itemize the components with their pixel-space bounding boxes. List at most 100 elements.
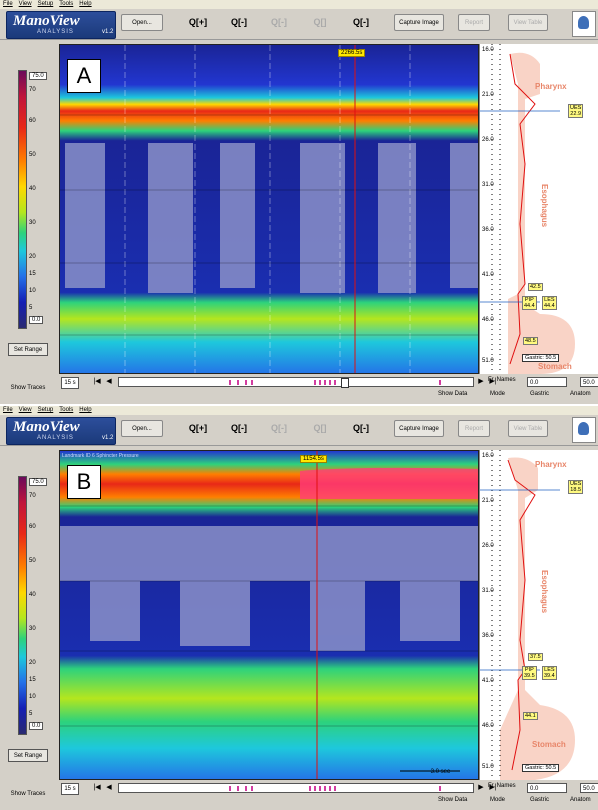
field-b[interactable]: 50.0 <box>580 783 598 793</box>
field-b[interactable]: 50.0 <box>580 377 598 387</box>
set-range-button[interactable]: Set Range <box>8 343 48 356</box>
pressure-scale: 75.0 70 60 50 40 30 20 15 10 5 0.0 Set R… <box>0 446 58 781</box>
set-range-button[interactable]: Set Range <box>8 749 48 762</box>
report-button[interactable]: Report <box>458 14 490 31</box>
capture-image-button[interactable]: Capture Image <box>394 14 444 31</box>
ues-label: UES <box>570 105 582 111</box>
scale-label: 5 <box>29 305 33 311</box>
duration-field[interactable]: 15 s <box>61 783 79 795</box>
first-icon[interactable]: |◀ <box>93 378 101 385</box>
pharynx-label: Pharynx <box>535 82 567 91</box>
manoview-window-a: File View Setup Tools Help ManoView ANAL… <box>0 0 598 404</box>
report-button[interactable]: Report <box>458 420 490 437</box>
depth-tick: 26.0 <box>482 137 494 143</box>
zoom-box-icon[interactable]: Q[] <box>313 17 327 27</box>
menu-view[interactable]: View <box>18 1 32 7</box>
show-traces-button[interactable]: Show Traces <box>10 385 46 391</box>
next-icon[interactable]: ▶ <box>478 784 484 791</box>
open-button[interactable]: Open... <box>121 420 163 437</box>
pip-label: PIP <box>524 297 534 303</box>
menu-setup[interactable]: Setup <box>37 1 54 7</box>
zoom-range-icon[interactable]: Q[-] <box>271 17 287 27</box>
logo-name: ManoView <box>13 13 80 29</box>
timeline-thumb[interactable] <box>341 378 349 388</box>
zoom-out-icon[interactable]: Q[-] <box>231 423 247 433</box>
tab-anatomy[interactable]: Anatom <box>570 797 591 803</box>
timeline-scrollbar[interactable] <box>118 783 474 793</box>
zoom-fit-icon[interactable]: Q[-] <box>353 423 369 433</box>
ues-value: 18.5 <box>570 487 582 493</box>
pressure-topography-plot[interactable]: Landmark ID 6 Sphincter Pressure B 1154.… <box>59 450 479 780</box>
logo-name: ManoView <box>13 419 80 435</box>
zoom-fit-icon[interactable]: Q[-] <box>353 17 369 27</box>
pip-value: 44.4 <box>524 303 535 309</box>
pip-label: PIP <box>524 667 534 673</box>
open-button[interactable]: Open... <box>121 14 163 31</box>
logo-sub: ANALYSIS <box>37 29 74 35</box>
marker-value[interactable]: 37.5 <box>528 653 543 661</box>
menu-tools[interactable]: Tools <box>59 407 74 413</box>
panel-letter: A <box>67 59 101 93</box>
tab-gastric[interactable]: Gastric <box>530 391 550 397</box>
anatomy-svg <box>480 450 575 780</box>
zoom-range-icon[interactable]: Q[-] <box>271 423 287 433</box>
depth-tick: 21.0 <box>482 92 494 98</box>
menu-help[interactable]: Help <box>79 407 92 413</box>
les-marker[interactable]: LES 44.4 <box>542 296 557 310</box>
marker-value[interactable]: 48.5 <box>523 337 538 345</box>
manoview-window-b: File View Setup Tools Help ManoView ANAL… <box>0 406 598 810</box>
prev-icon[interactable]: ◀ <box>106 784 112 791</box>
field-a[interactable]: 0.0 <box>527 783 567 793</box>
show-data-button[interactable]: Show Data <box>438 391 468 397</box>
prev-icon[interactable]: ◀ <box>106 378 112 385</box>
les-label: LES <box>544 297 555 303</box>
view-table-button[interactable]: View Table <box>508 14 548 31</box>
tab-mode[interactable]: Mode <box>490 797 506 803</box>
marker-value[interactable]: 44.1 <box>523 712 538 720</box>
menu-help[interactable]: Help <box>79 1 92 7</box>
scale-top-value: 75.0 <box>29 72 47 80</box>
last-icon[interactable]: ▶| <box>489 784 497 791</box>
les-marker[interactable]: LES 39.4 <box>542 666 557 680</box>
zoom-box-icon[interactable]: Q[] <box>313 423 327 433</box>
menu-file[interactable]: File <box>3 407 13 413</box>
tab-mode[interactable]: Mode <box>490 391 506 397</box>
duration-field[interactable]: 15 s <box>61 377 79 389</box>
capture-image-button[interactable]: Capture Image <box>394 420 444 437</box>
show-traces-button[interactable]: Show Traces <box>10 791 46 797</box>
scale-label: 10 <box>29 288 36 294</box>
ues-marker[interactable]: UES 22.9 <box>568 104 584 118</box>
gastric-marker[interactable]: Gastric: 50.5 <box>522 764 560 772</box>
menu-setup[interactable]: Setup <box>37 407 54 413</box>
pressure-topography-plot[interactable]: A 2266.5s <box>59 44 479 374</box>
show-data-button[interactable]: Show Data <box>438 797 468 803</box>
menu-view[interactable]: View <box>18 407 32 413</box>
help-icon[interactable] <box>572 417 596 443</box>
fr-names-label: Fr. Names <box>488 783 516 789</box>
les-value: 44.4 <box>544 303 555 309</box>
tab-gastric[interactable]: Gastric <box>530 797 550 803</box>
depth-tick: 16.0 <box>482 453 494 459</box>
tab-anatomy[interactable]: Anatom <box>570 391 591 397</box>
les-value: 39.4 <box>544 673 555 679</box>
gastric-marker[interactable]: Gastric: 50.5 <box>522 354 560 362</box>
view-table-button[interactable]: View Table <box>508 420 548 437</box>
pip-marker[interactable]: PIP 39.5 <box>522 666 537 680</box>
marker-value[interactable]: 42.5 <box>528 283 543 291</box>
ues-value: 22.9 <box>570 111 582 117</box>
timeline-scrollbar[interactable] <box>118 377 474 388</box>
help-icon[interactable] <box>572 11 596 37</box>
zoom-out-icon[interactable]: Q[-] <box>231 17 247 27</box>
first-icon[interactable]: |◀ <box>93 784 101 791</box>
zoom-in-icon[interactable]: Q[+] <box>188 423 208 433</box>
menu-tools[interactable]: Tools <box>59 1 74 7</box>
pip-marker[interactable]: PIP 44.4 <box>522 296 537 310</box>
zoom-in-icon[interactable]: Q[+] <box>188 17 208 27</box>
depth-tick: 51.0 <box>482 764 494 770</box>
next-icon[interactable]: ▶ <box>478 378 484 385</box>
menu-file[interactable]: File <box>3 1 13 7</box>
last-icon[interactable]: ▶| <box>489 378 497 385</box>
ues-marker[interactable]: UES 18.5 <box>568 480 584 494</box>
field-a[interactable]: 0.0 <box>527 377 567 387</box>
colorbar <box>18 476 27 735</box>
